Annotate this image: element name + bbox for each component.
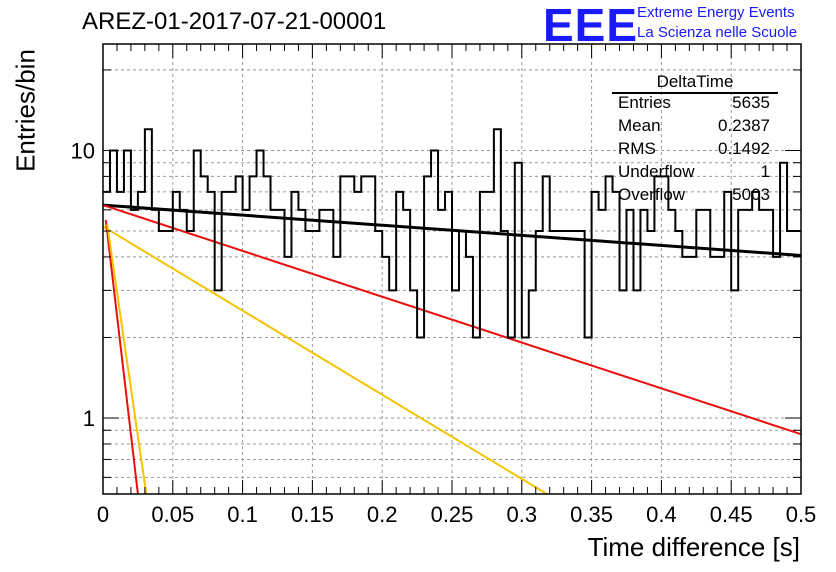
stat-key: RMS: [618, 139, 656, 158]
axis-ticks: [102, 44, 802, 494]
x-axis-label: Time difference [s]: [587, 532, 800, 562]
x-tick-label: 0.45: [710, 502, 753, 527]
stat-value: 0.2387: [718, 116, 770, 135]
fit-line-slow: [102, 204, 802, 436]
fit-line-fast-red: [104, 219, 139, 495]
y-tick-label: 10: [71, 138, 95, 163]
stat-key: Underflow: [618, 162, 695, 181]
stat-key: Overflow: [618, 185, 686, 204]
stat-row-overflow: Overflow 5003: [618, 185, 770, 207]
x-tick-label: 0.2: [367, 502, 398, 527]
stat-row-mean: Mean 0.2387: [618, 116, 770, 138]
x-tick-label: 0.25: [431, 502, 474, 527]
histogram-step-line: [103, 128, 801, 339]
y-axis-label: Entries/bin: [10, 49, 41, 172]
stats-box-rule: [612, 92, 778, 94]
x-tick-label: 0.35: [570, 502, 613, 527]
stat-row-rms: RMS 0.1492: [618, 139, 770, 161]
logo-tagline-2: La Scienza nelle Scuole: [637, 24, 798, 41]
y-tick-label: 1: [83, 406, 95, 431]
fit-line-fast-yellow: [106, 224, 148, 495]
x-tick-label: 0.1: [227, 502, 258, 527]
run-title: AREZ-01-2017-07-21-00001: [82, 8, 387, 35]
stat-value: 1: [760, 162, 770, 181]
stats-box-title: DeltaTime: [656, 72, 734, 91]
stat-value: 5003: [732, 185, 770, 204]
eee-logo: EEE: [543, 0, 639, 51]
stat-row-entries: Entries 5635: [618, 93, 770, 115]
stat-row-underflow: Underflow 1: [618, 162, 770, 184]
logo-tagline-1: Extreme Energy Events: [637, 4, 795, 21]
axis-tick-labels: 0 0.05 0.1 0.15 0.2 0.25 0.3 0.35 0.4 0.45 0.5 1 10: [71, 138, 817, 527]
stat-value: 5635: [732, 93, 770, 112]
stat-value: 0.1492: [718, 139, 770, 158]
stat-key: Mean: [618, 116, 661, 135]
stat-key: Entries: [618, 93, 671, 112]
x-tick-label: 0.5: [786, 502, 817, 527]
x-tick-label: 0.4: [646, 502, 677, 527]
x-tick-label: 0.15: [291, 502, 334, 527]
x-tick-label: 0: [97, 502, 109, 527]
fit-line-medium: [102, 225, 548, 495]
x-tick-label: 0.05: [151, 502, 194, 527]
x-tick-label: 0.3: [507, 502, 538, 527]
